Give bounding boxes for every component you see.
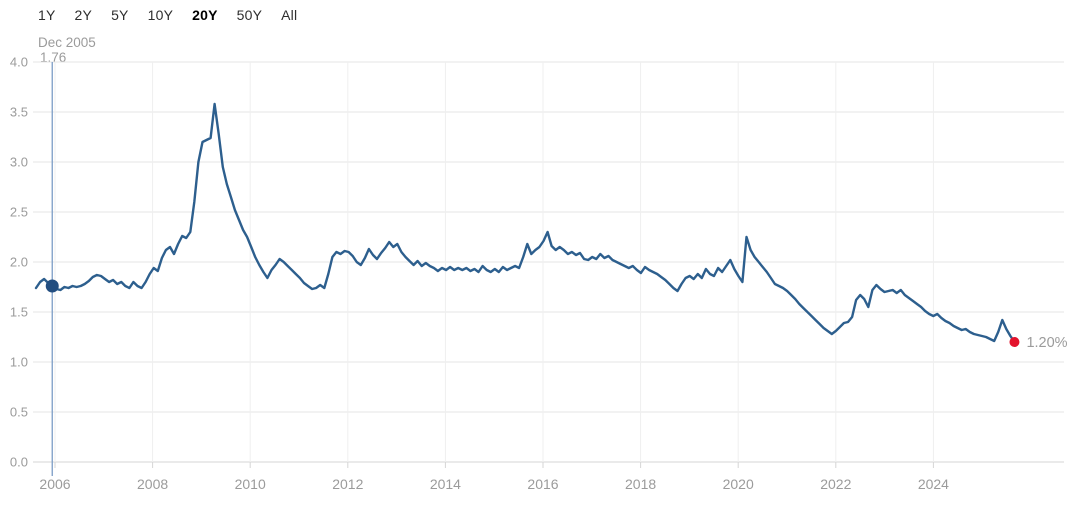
x-axis-label: 2018 <box>625 476 656 492</box>
hover-marker-dot[interactable] <box>45 279 59 293</box>
y-axis-label: 3.5 <box>10 105 28 120</box>
tooltip-value: 1.76 <box>40 50 67 65</box>
range-button-1y[interactable]: 1Y <box>38 7 56 23</box>
x-axis-label: 2012 <box>332 476 363 492</box>
y-axis-label: 1.0 <box>10 355 28 370</box>
range-button-10y[interactable]: 10Y <box>147 7 174 23</box>
x-axis-label: 2022 <box>820 476 851 492</box>
x-axis-label: 2006 <box>39 476 70 492</box>
series-line[interactable] <box>34 102 1016 344</box>
latest-value-label: 1.20% <box>1026 335 1067 351</box>
x-axis-label: 2016 <box>527 476 558 492</box>
latest-value-dot <box>1009 337 1020 347</box>
y-axis-label: 1.5 <box>10 305 28 320</box>
y-axis-label: 0.0 <box>10 455 28 470</box>
y-axis-label: 4.0 <box>10 55 28 70</box>
hover-tooltip: Dec 2005 1.76 <box>38 36 96 65</box>
y-axis-label: 2.5 <box>10 205 28 220</box>
y-axis-label: 3.0 <box>10 155 28 170</box>
range-button-50y[interactable]: 50Y <box>236 7 263 23</box>
x-axis-label: 2010 <box>235 476 266 492</box>
y-axis-label: 2.0 <box>10 255 28 270</box>
range-button-5y[interactable]: 5Y <box>111 7 129 23</box>
x-axis-label: 2014 <box>430 476 461 492</box>
range-button-20y[interactable]: 20Y <box>192 7 218 23</box>
tooltip-date: Dec 2005 <box>38 35 96 50</box>
range-button-2y[interactable]: 2Y <box>74 7 93 23</box>
range-selector: 1Y 2Y 5Y 10Y 20Y 50Y All <box>38 7 297 23</box>
x-axis-label: 2020 <box>723 476 754 492</box>
x-axis-label: 2008 <box>137 476 168 492</box>
x-axis-label: 2024 <box>918 476 949 492</box>
y-axis-label: 0.5 <box>10 405 28 420</box>
range-button-all[interactable]: All <box>281 7 298 23</box>
